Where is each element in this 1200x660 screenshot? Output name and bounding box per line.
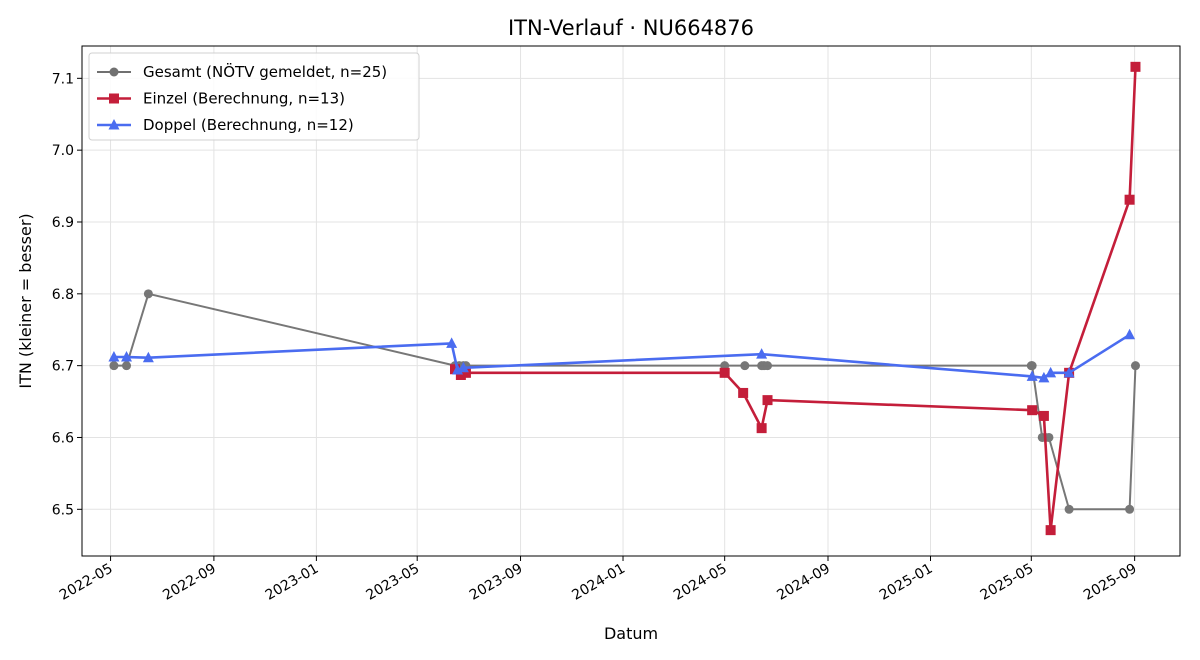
series-line-doppel	[113, 333, 1131, 380]
legend-swatch-marker	[109, 67, 119, 77]
legend-label: Einzel (Berechnung, n=13)	[143, 90, 345, 108]
y-tick-label: 6.8	[52, 287, 74, 303]
legend-label: Doppel (Berechnung, n=12)	[143, 116, 354, 134]
y-axis-label: ITN (kleiner = besser)	[16, 213, 35, 388]
x-tick-label: 2024-01	[569, 561, 628, 604]
legend-item-doppel: Doppel (Berechnung, n=12)	[97, 116, 354, 134]
data-point-doppel	[1063, 366, 1075, 378]
legend: Gesamt (NÖTV gemeldet, n=25) Einzel (Bere…	[88, 52, 420, 141]
x-tick-label: 2025-01	[877, 561, 936, 604]
y-tick-label: 6.9	[52, 215, 74, 231]
y-tick-label: 7.0	[52, 143, 74, 159]
data-point-doppel	[1045, 366, 1057, 378]
data-point-doppel	[446, 337, 458, 348]
data-point-einzel	[756, 423, 767, 434]
x-tick-label: 2025-05	[978, 561, 1037, 604]
data-point-gesamt	[1125, 504, 1135, 514]
y-tick-label: 6.6	[52, 430, 74, 446]
series-line-gesamt	[113, 292, 1137, 511]
data-point-doppel	[457, 361, 469, 373]
x-tick-label: 2024-05	[671, 561, 730, 604]
data-point-gesamt	[1130, 361, 1140, 371]
y-tick-label: 7.1	[52, 71, 74, 87]
x-tick-label: 2024-09	[774, 561, 833, 604]
data-point-gesamt	[109, 361, 119, 371]
legend-box	[88, 52, 420, 141]
series-gesamt	[109, 289, 1140, 514]
x-tick-label: 2023-09	[467, 561, 526, 604]
data-point-gesamt	[122, 361, 132, 371]
data-point-einzel	[1027, 405, 1038, 416]
x-axis-ticks: 2022-05 2022-09 2023-01 2023-05 2023-09 2024-…	[57, 556, 1140, 604]
data-point-gesamt	[143, 289, 153, 299]
chart-title: ITN-Verlauf · NU664876	[508, 16, 754, 40]
data-point-gesamt	[1064, 504, 1074, 514]
data-point-einzel	[455, 369, 466, 380]
data-point-gesamt	[740, 361, 750, 371]
data-point-doppel	[1038, 371, 1050, 383]
data-point-einzel	[719, 367, 730, 378]
legend-item-gesamt: Gesamt (NÖTV gemeldet, n=25)	[97, 62, 387, 81]
data-point-gesamt	[1027, 361, 1037, 371]
data-point-doppel	[121, 351, 133, 362]
x-tick-label: 2022-05	[57, 561, 116, 604]
data-point-doppel	[756, 348, 768, 359]
plot-area-frame	[81, 45, 1181, 557]
data-point-einzel	[1045, 525, 1056, 536]
legend-item-einzel: Einzel (Berechnung, n=13)	[97, 90, 345, 108]
data-point-einzel	[762, 395, 773, 406]
data-point-einzel	[1038, 410, 1049, 421]
y-axis-ticks: 6.5 6.6 6.7 6.8 6.9 7.0 7.1	[52, 71, 82, 518]
legend-swatch-marker	[109, 93, 119, 104]
x-axis-label: Datum	[604, 624, 658, 643]
data-point-doppel	[1124, 328, 1136, 340]
x-tick-label: 2022-09	[160, 561, 219, 604]
data-point-gesamt	[763, 361, 773, 371]
series-doppel	[108, 328, 1136, 383]
data-point-doppel	[1026, 370, 1038, 381]
y-tick-label: 6.7	[52, 359, 74, 375]
series-layer	[108, 61, 1141, 536]
series-einzel	[450, 61, 1141, 536]
data-point-doppel	[142, 351, 154, 363]
series-line-einzel	[454, 66, 1137, 532]
data-point-einzel	[1130, 61, 1141, 72]
data-point-einzel	[460, 367, 471, 378]
x-tick-label: 2025-09	[1081, 561, 1140, 604]
y-tick-label: 6.5	[52, 502, 74, 518]
data-point-gesamt	[1044, 432, 1054, 442]
data-point-doppel	[108, 351, 120, 362]
legend-label: Gesamt (NÖTV gemeldet, n=25)	[143, 62, 387, 81]
legend-swatch-marker	[108, 119, 120, 130]
x-tick-label: 2023-05	[364, 561, 423, 604]
data-point-einzel	[1124, 194, 1135, 205]
x-tick-label: 2023-01	[263, 561, 322, 604]
data-point-einzel	[738, 387, 749, 398]
